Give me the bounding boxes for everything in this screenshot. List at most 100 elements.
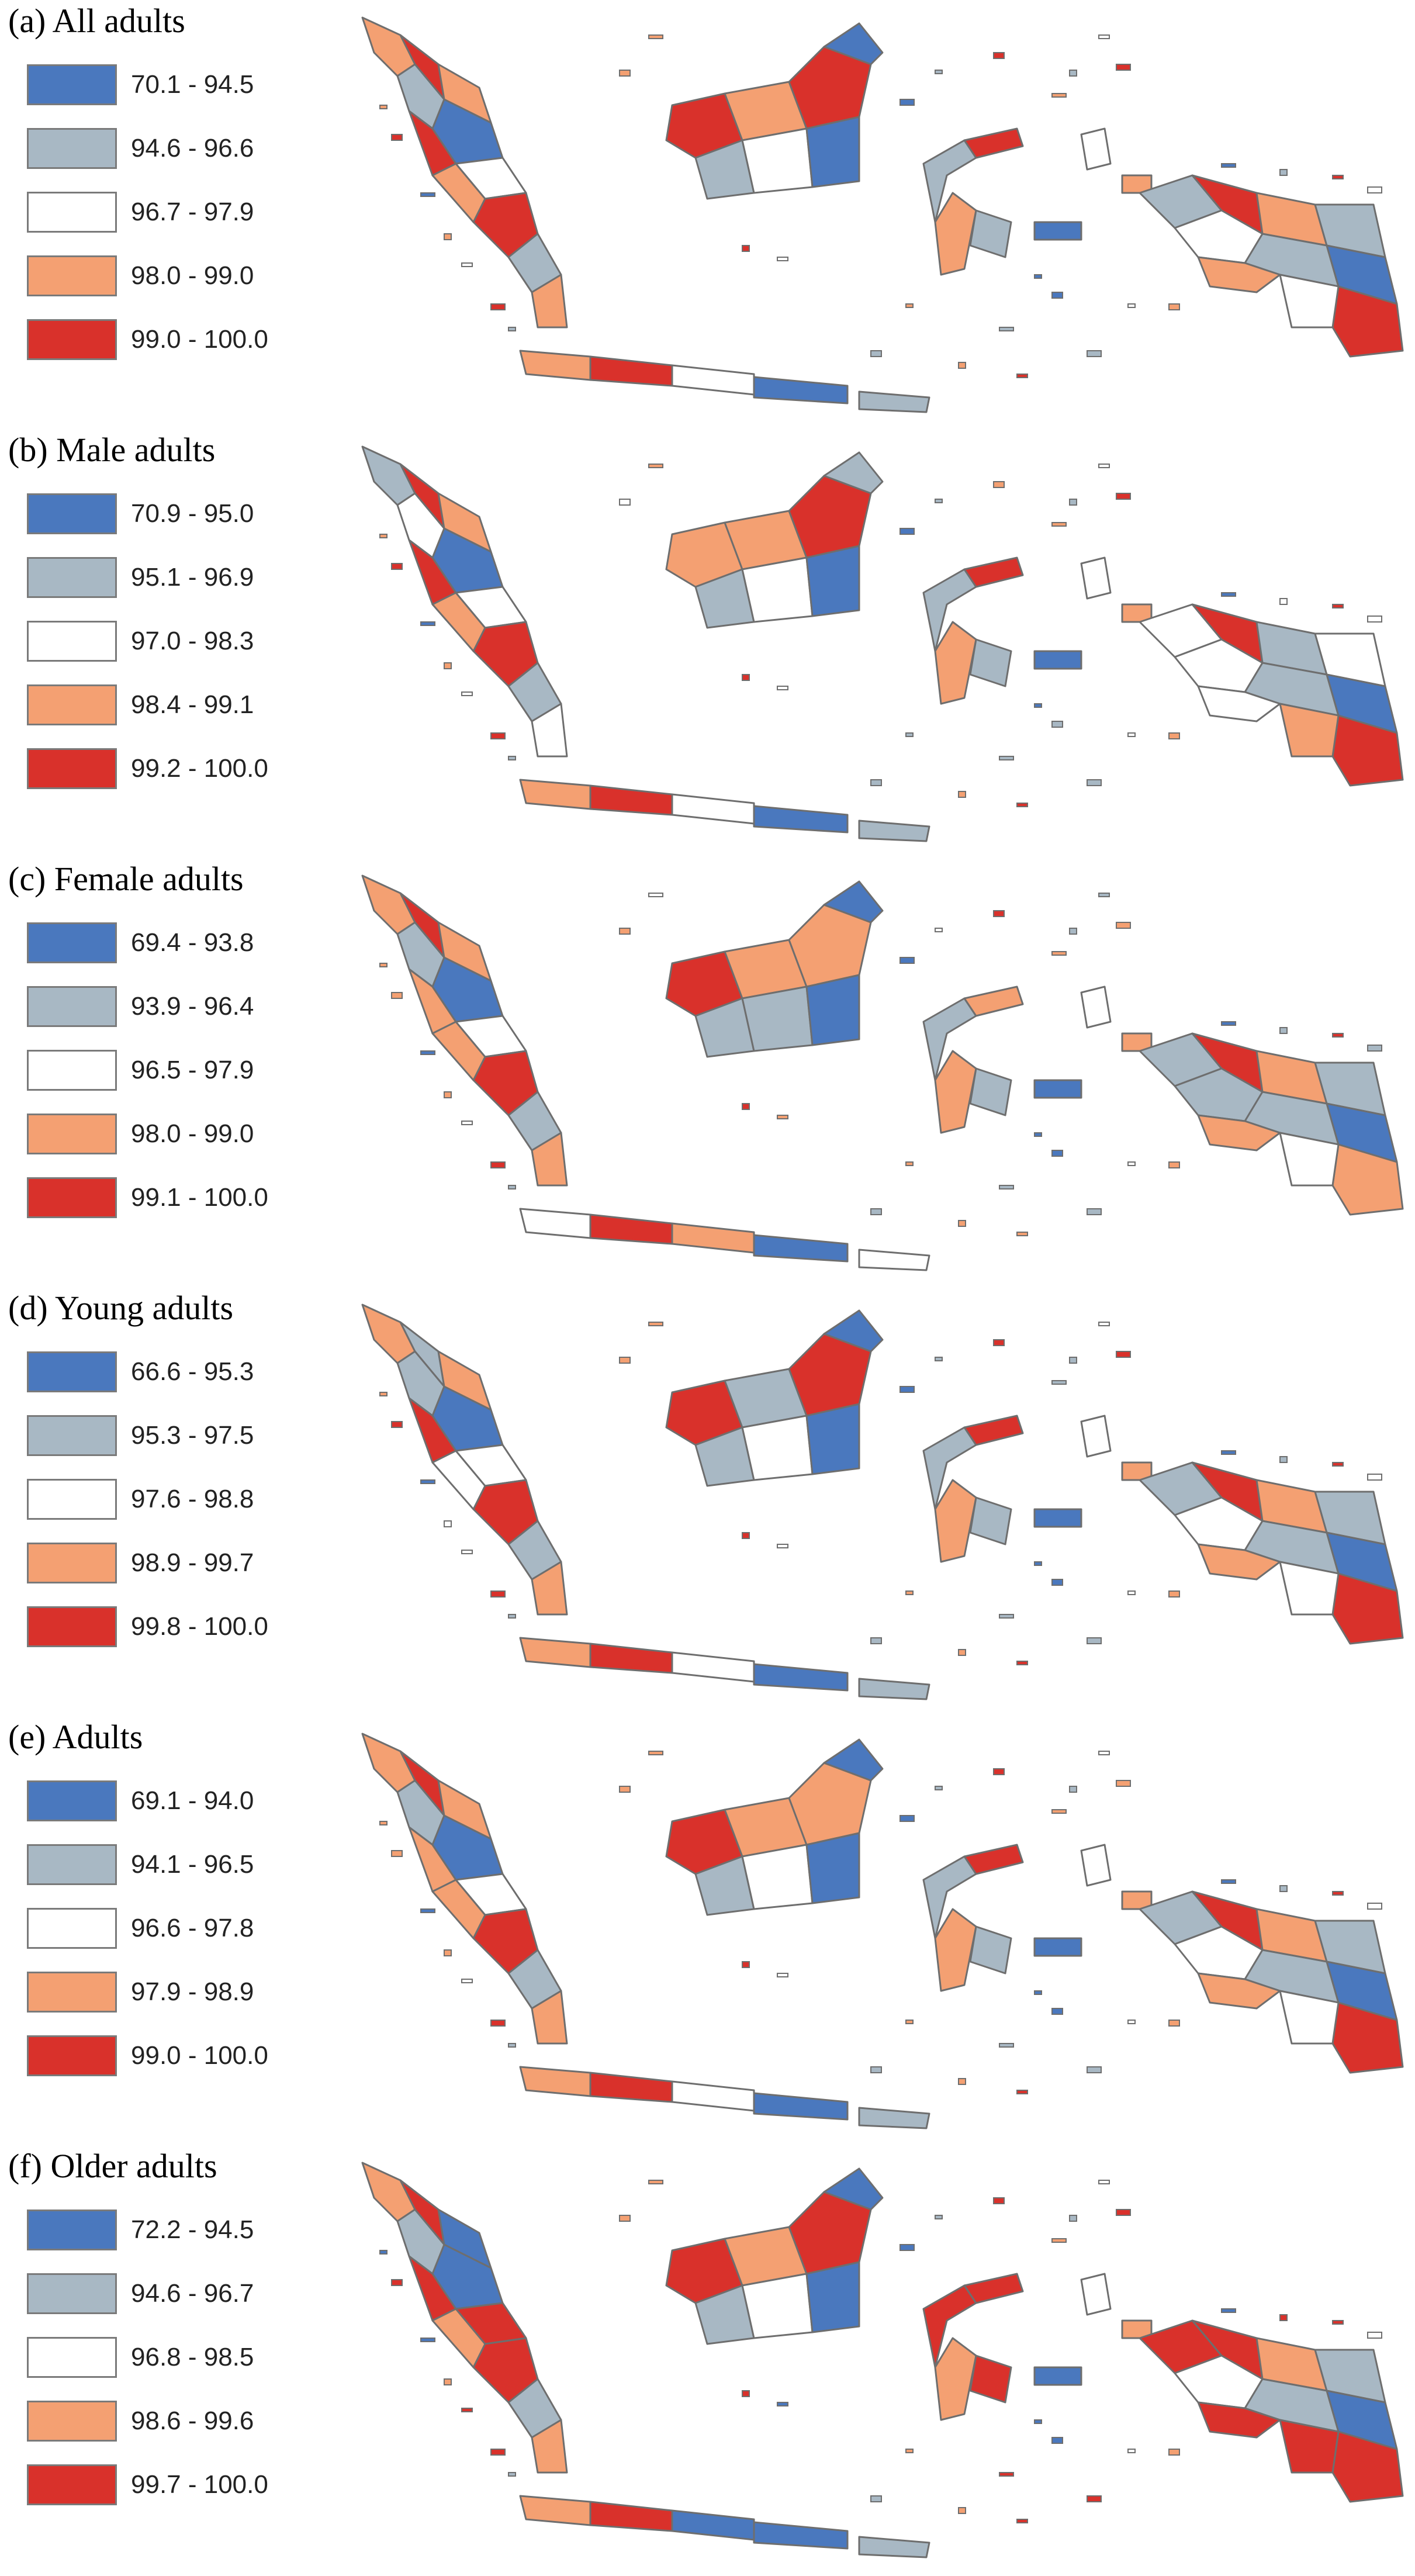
islet bbox=[1098, 1322, 1110, 1326]
islet bbox=[899, 99, 915, 106]
district-region bbox=[741, 556, 814, 623]
islet bbox=[379, 1392, 388, 1396]
islet bbox=[905, 1590, 914, 1595]
district-region bbox=[805, 545, 860, 617]
map-svg bbox=[361, 874, 1404, 1271]
district-region bbox=[741, 1415, 814, 1481]
district-region bbox=[472, 1050, 539, 1116]
district-region bbox=[519, 350, 591, 381]
islet bbox=[391, 1421, 403, 1428]
legend-swatch bbox=[27, 2337, 117, 2378]
district-region bbox=[858, 2107, 930, 2129]
legend-item: 94.1 - 96.5 bbox=[27, 1844, 331, 1889]
islet bbox=[935, 1357, 943, 1361]
legend-range-label: 98.0 - 99.0 bbox=[131, 1119, 254, 1148]
district-region bbox=[963, 127, 1024, 159]
legend-item: 69.1 - 94.0 bbox=[27, 1780, 331, 1825]
district-region bbox=[788, 2191, 872, 2275]
legend-range-label: 98.6 - 99.6 bbox=[131, 2406, 254, 2435]
islet bbox=[444, 233, 452, 240]
legend-range-label: 97.6 - 98.8 bbox=[131, 1485, 254, 1513]
district-region bbox=[472, 621, 539, 687]
islet bbox=[420, 621, 435, 626]
district-region bbox=[1080, 1844, 1112, 1887]
islet bbox=[461, 1550, 473, 1554]
islet bbox=[1098, 464, 1110, 468]
islet bbox=[1051, 1150, 1063, 1157]
islet bbox=[1051, 1809, 1067, 1814]
legend-item: 94.6 - 96.7 bbox=[27, 2273, 331, 2318]
legend-range-label: 96.6 - 97.8 bbox=[131, 1914, 254, 1942]
indonesia-district-map bbox=[345, 429, 1414, 858]
legend-item: 96.8 - 98.5 bbox=[27, 2337, 331, 2381]
islet bbox=[870, 1637, 882, 1644]
map-panel: (c) Female adults 69.4 - 93.8 93.9 - 96.4 9… bbox=[0, 858, 1415, 1287]
indonesia-district-map bbox=[345, 1287, 1414, 1716]
legend-range-label: 66.6 - 95.3 bbox=[131, 1357, 254, 1386]
district-region bbox=[753, 376, 849, 404]
islet bbox=[1016, 1661, 1028, 1665]
islet bbox=[1116, 64, 1131, 71]
district-region bbox=[1279, 1561, 1340, 1616]
islet bbox=[1332, 604, 1344, 608]
district-region bbox=[671, 2080, 755, 2112]
district-region bbox=[963, 556, 1024, 588]
district-region bbox=[969, 1496, 1012, 1545]
legend-item: 66.6 - 95.3 bbox=[27, 1351, 331, 1396]
legend-range-label: 99.8 - 100.0 bbox=[131, 1612, 268, 1641]
islet bbox=[508, 1185, 516, 1190]
legend-item: 93.9 - 96.4 bbox=[27, 986, 331, 1031]
legend-item: 72.2 - 94.5 bbox=[27, 2210, 331, 2254]
islet bbox=[461, 691, 473, 696]
islet bbox=[905, 732, 914, 737]
islet bbox=[1332, 175, 1344, 179]
islet bbox=[391, 563, 403, 570]
islet bbox=[1034, 2419, 1042, 2424]
islet bbox=[391, 992, 403, 999]
legend-item: 99.7 - 100.0 bbox=[27, 2464, 331, 2509]
district-region bbox=[741, 1844, 814, 1910]
district-region bbox=[823, 22, 884, 65]
legend-swatch bbox=[27, 319, 117, 360]
district-region bbox=[472, 192, 539, 258]
district-region bbox=[1279, 1990, 1340, 2045]
district-region bbox=[519, 2066, 591, 2097]
islet bbox=[993, 2197, 1005, 2204]
district-region bbox=[741, 986, 814, 1052]
district-region bbox=[1197, 2401, 1281, 2439]
district-region bbox=[922, 1855, 977, 1939]
legend-swatch bbox=[27, 2464, 117, 2505]
islet bbox=[648, 464, 663, 468]
legend-swatch bbox=[27, 1177, 117, 1218]
islet bbox=[905, 2020, 914, 2024]
legend-item: 95.3 - 97.5 bbox=[27, 1415, 331, 1460]
islet bbox=[958, 2507, 966, 2514]
islet bbox=[420, 2338, 435, 2342]
islet bbox=[1087, 1637, 1102, 1644]
islet bbox=[444, 1949, 452, 1956]
islet bbox=[1051, 721, 1063, 728]
legend-range-label: 72.2 - 94.5 bbox=[131, 2215, 254, 2244]
map-panel: (d) Young adults 66.6 - 95.3 95.3 - 97.5 97… bbox=[0, 1287, 1415, 1716]
islet bbox=[461, 1121, 473, 1125]
legend-swatch bbox=[27, 1780, 117, 1821]
legend-range-label: 97.0 - 98.3 bbox=[131, 627, 254, 655]
islet bbox=[999, 327, 1014, 331]
district-region bbox=[589, 355, 673, 387]
islet bbox=[1367, 2332, 1382, 2339]
district-region bbox=[519, 1637, 591, 1668]
islet bbox=[490, 1590, 506, 1598]
legend-item: 70.1 - 94.5 bbox=[27, 64, 331, 109]
islet bbox=[905, 303, 914, 308]
legend-range-label: 99.7 - 100.0 bbox=[131, 2470, 268, 2499]
district-region bbox=[1279, 2419, 1340, 2474]
islet bbox=[1332, 2320, 1344, 2325]
islet bbox=[420, 1050, 435, 1055]
islet bbox=[1116, 1351, 1131, 1358]
islet bbox=[1098, 1751, 1110, 1755]
islet bbox=[420, 1479, 435, 1484]
legend-swatch bbox=[27, 1415, 117, 1456]
legend-item: 96.5 - 97.9 bbox=[27, 1050, 331, 1094]
district-region bbox=[1197, 685, 1281, 722]
legend-range-label: 98.0 - 99.0 bbox=[131, 261, 254, 290]
